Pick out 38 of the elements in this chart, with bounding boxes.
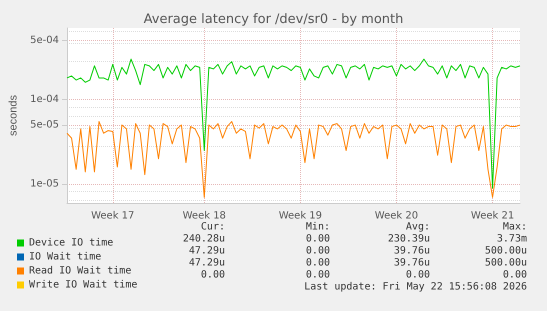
- y-tick-label: 1e-05: [30, 178, 59, 190]
- y-tick-label: 5e-05: [30, 120, 59, 131]
- y-tick-label: 5e-04: [30, 34, 59, 46]
- line-series: [66, 121, 520, 198]
- x-tick-label: Week 17: [91, 210, 134, 222]
- text: Cur:: [200, 222, 225, 232]
- text: 3.73m: [496, 234, 527, 244]
- text: 47.29u: [188, 246, 225, 256]
- text: 0.00: [306, 270, 330, 280]
- text: 39.76u: [394, 246, 430, 256]
- legend-label: Device IO time: [29, 238, 114, 248]
- text: 500.00u: [484, 258, 527, 268]
- x-tick-label: Week 18: [182, 210, 226, 222]
- text: 230.39u: [388, 234, 430, 244]
- text: 0.00: [200, 270, 225, 280]
- x-tick-label: Week 19: [278, 210, 322, 222]
- y-tick-label: 1e-04: [30, 94, 59, 106]
- chart-title: Average latency for /dev/sr0 - by month: [144, 12, 404, 27]
- text: 47.29u: [188, 258, 225, 268]
- text: Last update: Fri May 22 15:56:08 2026: [304, 282, 528, 292]
- y-axis-title: seconds: [8, 94, 20, 136]
- text: 0.00: [406, 270, 430, 280]
- legend-label: Write IO Wait time: [29, 280, 138, 290]
- text: 0.00: [502, 270, 527, 280]
- text: Max:: [502, 222, 527, 232]
- text: 240.28u: [182, 234, 225, 244]
- text: Min:: [306, 222, 330, 232]
- text: 0.00: [306, 258, 330, 268]
- text: 500.00u: [484, 246, 527, 256]
- legend-label: Read IO Wait time: [29, 266, 132, 276]
- line-series: [66, 58, 520, 189]
- x-tick-label: Week 20: [374, 210, 418, 222]
- text: 0.00: [306, 234, 330, 244]
- text: 39.76u: [394, 258, 430, 268]
- x-tick-label: Week 21: [470, 210, 514, 222]
- legend-label: IO Wait time: [29, 252, 102, 262]
- text: 0.00: [306, 246, 330, 256]
- text: Avg:: [406, 222, 430, 232]
